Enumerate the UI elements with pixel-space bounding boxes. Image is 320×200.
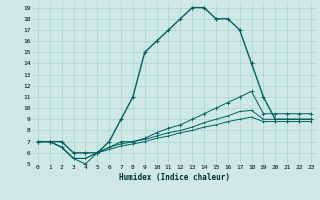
X-axis label: Humidex (Indice chaleur): Humidex (Indice chaleur) xyxy=(119,173,230,182)
